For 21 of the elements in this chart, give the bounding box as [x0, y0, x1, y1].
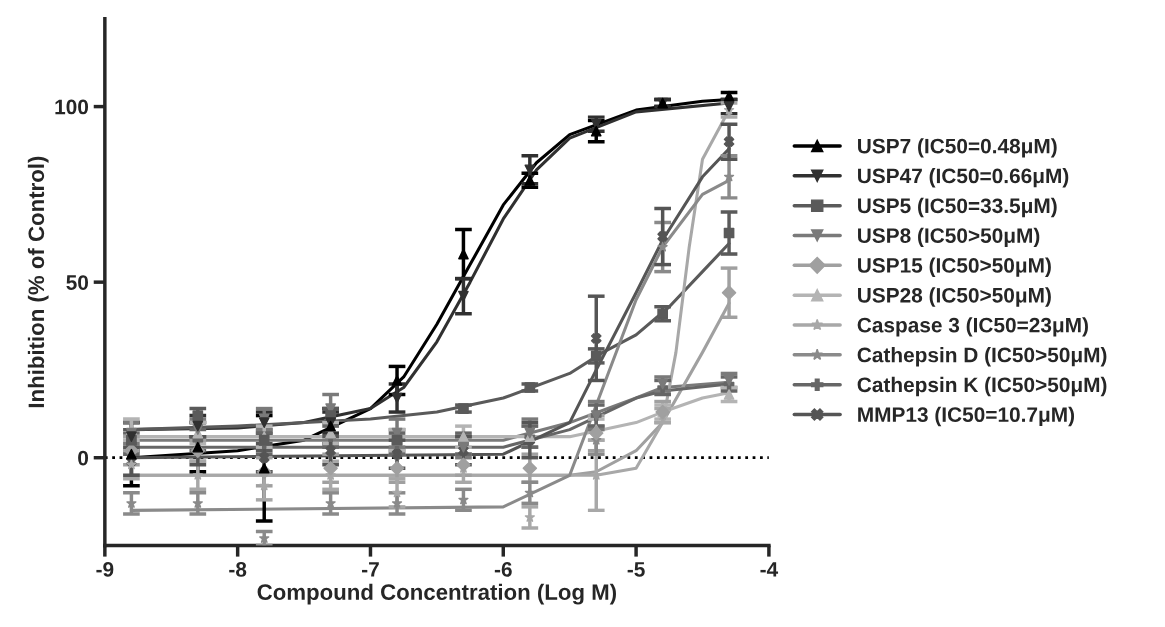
x-tick-label: -6	[494, 562, 512, 577]
x-tick-label: -9	[96, 562, 114, 577]
legend-label: USP15 (IC50>50μM)	[858, 257, 1051, 277]
legend-label: USP7 (IC50=0.48μM)	[858, 138, 1057, 158]
legend-label: Cathepsin K (IC50>50μM)	[857, 376, 1107, 397]
x-axis-title: Compound Concentration (Log M)	[257, 583, 616, 605]
legend-label: Caspase 3 (IC50=23μM)	[857, 317, 1088, 337]
x-tick-label: -4	[760, 562, 779, 577]
y-tick-label: 100	[55, 99, 89, 115]
y-tick-label: 50	[66, 275, 89, 290]
legend-label: Cathepsin D (IC50>50μM)	[857, 347, 1107, 367]
y-tick-label: 0	[78, 450, 89, 466]
x-tick-label: -7	[362, 562, 379, 577]
x-tick-label: -8	[229, 562, 247, 577]
legend-label: USP28 (IC50>50μM)	[858, 287, 1051, 307]
legend-label: MMP13 (IC50=10.7μM)	[858, 406, 1075, 427]
legend-label: USP8 (IC50>50μM)	[858, 227, 1040, 248]
legend-label: USP5 (IC50=33.5μM)	[858, 197, 1057, 218]
x-tick-label: -5	[627, 562, 645, 577]
legend-label: USP47 (IC50=0.66μM)	[858, 168, 1069, 188]
y-axis-title: Inhibition (% of Control)	[27, 156, 49, 408]
